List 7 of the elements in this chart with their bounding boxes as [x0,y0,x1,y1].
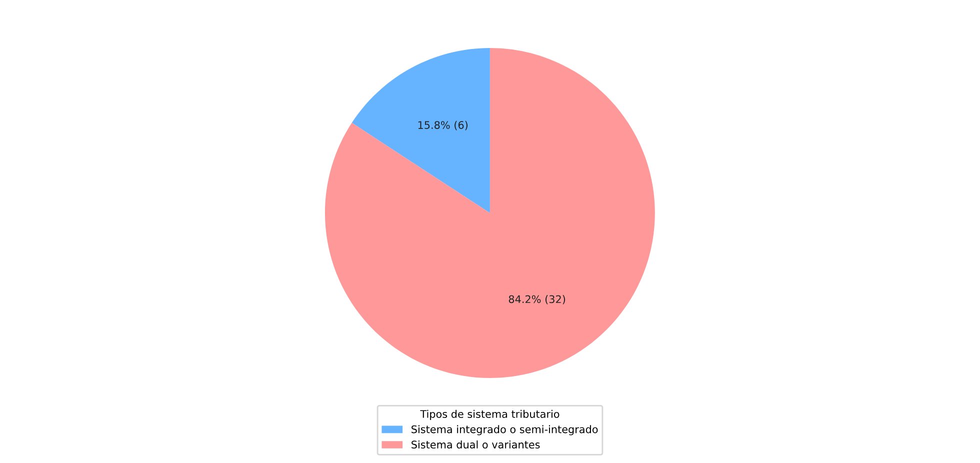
legend-label: Sistema integrado o semi-integrado [412,425,598,436]
pie-slice [324,48,655,378]
legend-label: Sistema dual o variantes [412,440,540,449]
data-label: 84.2% (32) [508,295,566,304]
data-label: 15.8% (6) [418,120,468,130]
pie-slice [352,48,490,214]
legend-title: Tipos de sistema tributario [420,410,560,420]
